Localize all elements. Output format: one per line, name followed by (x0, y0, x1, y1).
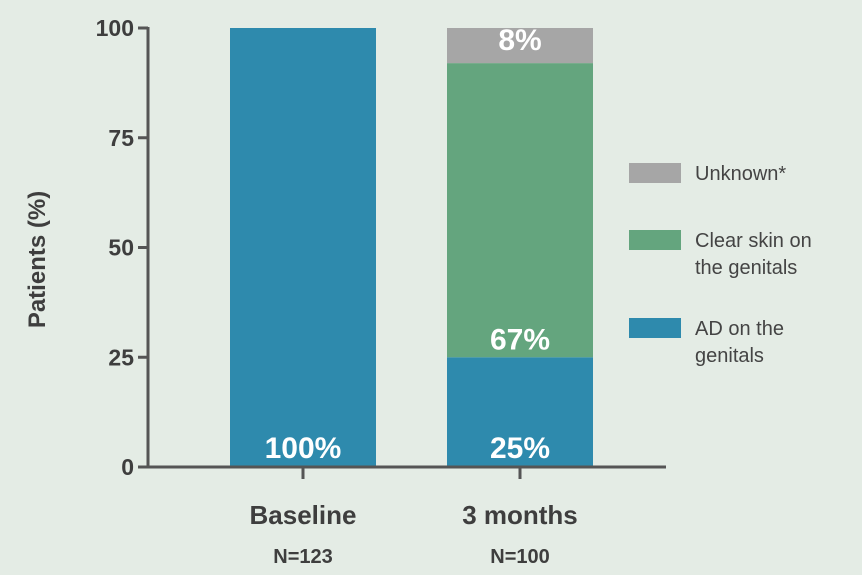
y-axis: 0 25 50 75 100 (96, 15, 150, 480)
bar-segment-baseline-1 (230, 28, 376, 467)
y-tick-label: 50 (108, 235, 134, 261)
value-label-3-months-3: 8% (498, 24, 541, 57)
value-label-3-months-1: 25% (490, 432, 550, 465)
value-label-baseline-1: 100% (265, 432, 342, 465)
x-tick-label: Baseline (250, 500, 357, 530)
value-labels-group: 100% 25% 67% 8% (265, 24, 550, 465)
bar-segment-3-months-1 (447, 357, 593, 467)
x-sample-size-label: N=100 (490, 546, 550, 568)
legend-swatch (629, 163, 681, 183)
legend-label: the genitals (695, 257, 797, 279)
y-tick-label: 75 (108, 125, 134, 151)
legend-label: Clear skin on (695, 230, 812, 252)
legend-swatch (629, 318, 681, 338)
value-label-3-months-2: 67% (490, 323, 550, 356)
x-sample-size-label: N=123 (273, 546, 333, 568)
bar-segment-3-months-3 (447, 28, 593, 64)
y-axis-title: Patients (%) (24, 191, 51, 328)
legend: Unknown* Clear skin on the genitals AD on t… (629, 163, 812, 367)
y-tick-label: 25 (108, 344, 134, 370)
x-ticks: Baseline N=123 3 months N=100 (250, 467, 578, 568)
bars-group (230, 28, 593, 467)
x-tick-label: 3 months (462, 500, 578, 530)
legend-label: Unknown* (695, 163, 786, 185)
y-ticks: 0 25 50 75 100 (96, 15, 148, 480)
legend-label: AD on the (695, 318, 784, 340)
bar-segment-3-months-2 (447, 63, 593, 358)
x-axis: Baseline N=123 3 months N=100 (140, 465, 666, 568)
y-tick-label: 100 (96, 15, 134, 41)
legend-swatch (629, 230, 681, 250)
legend-label: genitals (695, 345, 764, 367)
y-tick-label: 0 (121, 454, 134, 480)
